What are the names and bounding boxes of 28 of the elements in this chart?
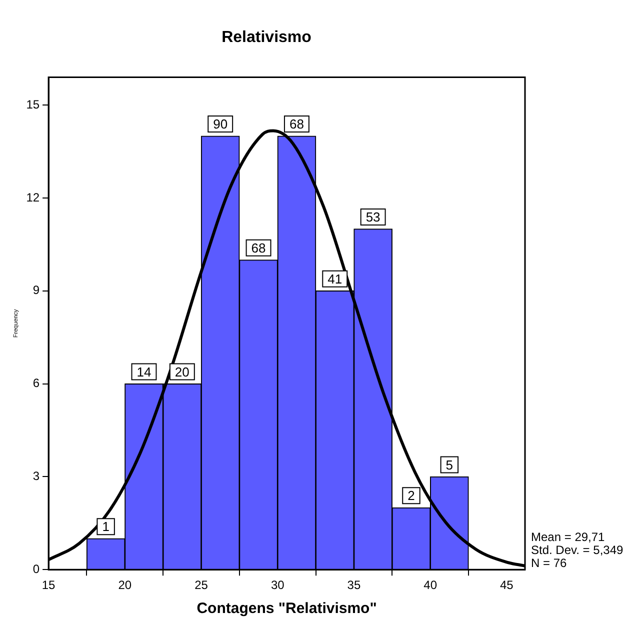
- text: Mean = 29,71: [531, 530, 606, 544]
- x-tick-label: 15: [42, 578, 56, 592]
- annotation: 20: [174, 364, 190, 380]
- annotation: 1: [102, 519, 110, 534]
- x-tick-label: 45: [500, 578, 514, 592]
- y-tick-label: 0: [32, 562, 40, 576]
- x-tick-label: 40: [424, 578, 438, 592]
- text: Std. Dev. = 5,349: [531, 542, 624, 557]
- chart-title: Relativismo: [222, 29, 312, 46]
- annotation: 90: [213, 116, 228, 132]
- text: N = 76: [531, 556, 568, 570]
- x-tick-label: 30: [270, 578, 285, 592]
- annotation: 53: [366, 210, 380, 225]
- y-tick-label: 15: [26, 97, 40, 112]
- y-tick-label: 3: [32, 469, 40, 484]
- y-tick-label: 6: [32, 376, 40, 390]
- y-tick-label: 9: [32, 283, 40, 298]
- annotation: 14: [136, 364, 152, 380]
- annotation: 68: [251, 240, 266, 256]
- x-tick-label: 25: [194, 578, 208, 592]
- x-axis-title: Contagens "Relativismo": [196, 600, 377, 618]
- y-tick-label: 12: [26, 190, 40, 204]
- x-tick-label: 20: [118, 578, 132, 592]
- annotation: 5: [446, 457, 454, 472]
- annotation: 41: [328, 271, 342, 286]
- annotation: 2: [408, 488, 415, 504]
- x-tick-label: 35: [347, 578, 361, 592]
- annotation: 68: [289, 116, 304, 132]
